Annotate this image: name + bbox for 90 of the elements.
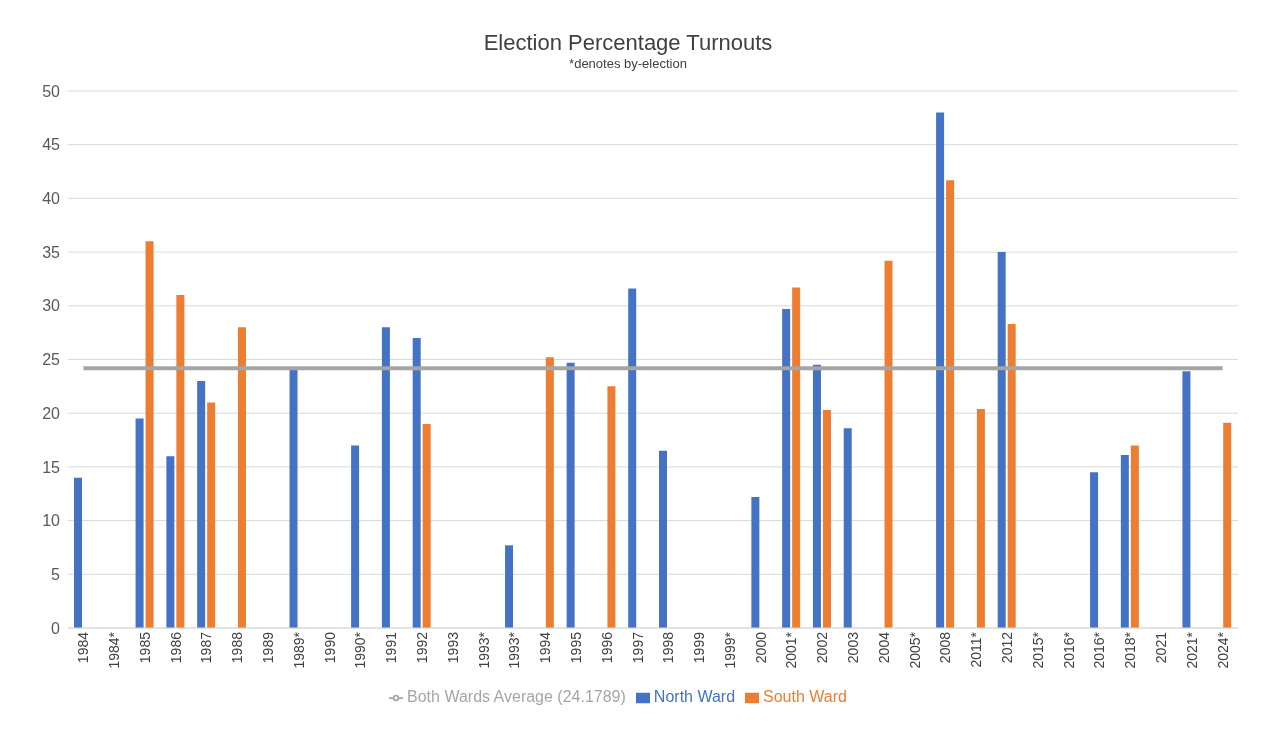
x-tick-label: 2000 [752,631,769,664]
legend-label: Both Wards Average (24.1789) [407,688,626,705]
bar [74,477,82,628]
bar [545,357,554,628]
x-tick-label: 1998 [660,631,677,664]
bar [1007,324,1016,628]
legend-label: North Ward [653,688,736,705]
x-tick-label: 2021 [1152,631,1169,664]
legend-label: South Ward [763,688,847,705]
x-tick-label: 2018* [1122,631,1139,669]
bar [237,327,246,628]
x-tick-label: 1988 [229,631,246,664]
y-tick-label: 20 [42,404,61,422]
x-tick-label: 2016* [1091,631,1108,669]
y-tick-label: 5 [51,565,61,583]
y-tick-label: 10 [42,512,61,530]
x-tick-label: 1984* [106,631,123,669]
bar [946,180,955,628]
x-tick-label: 1996 [598,631,615,664]
x-tick-label: 1995 [567,631,584,664]
bar [792,287,801,628]
x-tick-label: 2012 [999,631,1016,664]
bar [207,402,216,628]
bar [1120,455,1129,628]
bar [782,309,791,628]
bar [607,386,616,628]
bar [505,545,514,628]
y-tick-label: 25 [42,351,61,369]
x-tick-label: 1993 [444,631,461,664]
x-tick-label: 1990 [321,631,338,664]
bar [976,408,985,628]
bar [176,295,185,628]
y-tick-label: 40 [42,190,61,208]
y-tick-label: 45 [42,136,61,154]
bar [936,112,945,628]
x-tick-label: 2015* [1029,631,1046,669]
bar [197,380,206,628]
x-tick-label: 2002 [814,631,831,664]
bar [628,288,637,628]
bar [351,445,360,628]
bar [381,327,390,628]
x-tick-label: 1993* [475,631,492,669]
x-tick-label: 1997 [629,631,646,664]
bar [135,418,144,628]
x-tick-label: 1989 [260,631,277,664]
x-tick-label: 1984 [75,631,92,664]
bar [1223,422,1232,628]
x-tick-label: 1994 [537,631,554,664]
bar [659,450,667,628]
x-tick-label: 2001* [783,631,800,669]
bar [566,362,575,628]
bar [1182,371,1191,628]
x-tick-label: 1986 [167,631,184,664]
bar [822,409,831,628]
x-tick-label: 1991 [383,631,400,664]
y-tick-label: 35 [42,243,61,261]
x-tick-label: 1999 [691,631,708,664]
x-tick-label: 2004 [875,631,892,664]
chart-subtitle: *denotes by-election [568,56,688,71]
y-tick-label: 50 [42,82,61,100]
bar [751,496,760,628]
x-tick-label: 2003 [845,631,862,664]
x-tick-label: 1999* [721,631,738,669]
y-tick-label: 15 [42,458,61,476]
bar [412,338,421,628]
bar [422,423,431,628]
x-tick-label: 1989* [290,631,307,669]
bar [884,260,893,628]
bar [812,364,821,628]
x-tick-label: 1993* [506,631,523,669]
x-tick-label: 2024* [1214,631,1231,669]
x-tick-label: 2005* [906,631,923,669]
bar [145,241,154,628]
bar [289,367,298,628]
x-tick-label: 1987 [198,631,215,664]
bar [166,456,175,628]
x-tick-label: 1992 [414,631,431,664]
bar [843,428,852,628]
x-tick-label: 1990* [352,631,369,669]
chart-title: Election Percentage Turnouts [482,30,774,56]
y-tick-label: 30 [42,297,61,315]
x-tick-label: 2016* [1060,631,1077,669]
bar [1130,445,1139,628]
bar [1090,472,1099,628]
x-tick-label: 2008 [937,631,954,664]
x-tick-label: 2011* [968,631,985,668]
bar [997,252,1006,628]
y-tick-label: 0 [51,619,61,637]
x-tick-label: 2021* [1183,631,1200,669]
x-tick-label: 1985 [136,631,153,664]
